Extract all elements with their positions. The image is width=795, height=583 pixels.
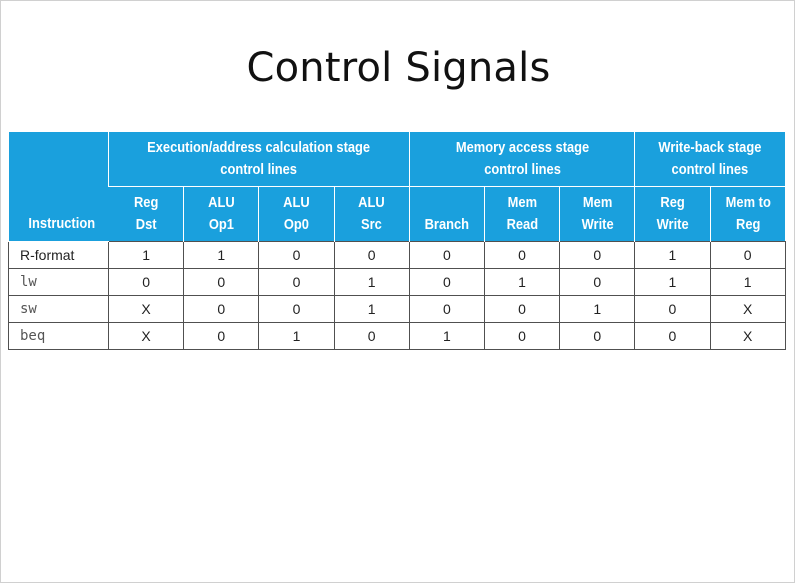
value-cell: 1 [258, 322, 335, 350]
column-header-memtoreg: Mem to Reg [709, 186, 786, 242]
value-cell: 1 [634, 241, 711, 269]
value-cell: X [709, 295, 786, 323]
column-header-regwrite: Reg Write [634, 186, 711, 242]
value-cell: X [107, 322, 185, 350]
value-cell: 0 [709, 241, 786, 269]
column-header-aluop0: ALU Op0 [258, 186, 335, 242]
value-cell: 0 [559, 241, 636, 269]
value-cell: 0 [483, 241, 561, 269]
value-cell: 0 [258, 268, 335, 296]
value-cell: 1 [408, 322, 485, 350]
group-header-memory: Memory access stage control lines [408, 132, 635, 187]
value-cell: 0 [634, 295, 711, 323]
column-header-branch: Branch [408, 186, 485, 242]
value-cell: 0 [408, 268, 485, 296]
instruction-cell: R-format [8, 241, 109, 269]
instruction-cell: lw [8, 268, 109, 296]
value-cell: X [709, 322, 786, 350]
group-header-execution: Execution/address calculation stage contr… [108, 132, 410, 187]
value-cell: 0 [408, 241, 485, 269]
value-cell: 0 [483, 295, 561, 323]
value-cell: 0 [258, 295, 335, 323]
value-cell: 0 [408, 295, 485, 323]
table-row: sw X 0 0 1 0 0 1 0 X [8, 295, 786, 323]
instruction-cell: beq [8, 322, 109, 350]
column-header-memread: Mem Read [483, 186, 560, 242]
slide-title: Control Signals [246, 45, 551, 91]
value-cell: 0 [183, 268, 260, 296]
column-header-alusrc: ALU Src [333, 186, 410, 242]
value-cell: 1 [483, 268, 561, 296]
table-row: lw 0 0 0 1 0 1 0 1 1 [8, 268, 786, 296]
value-cell: 1 [333, 295, 410, 323]
value-cell: 0 [333, 322, 410, 350]
value-cell: 1 [107, 241, 185, 269]
instruction-header: Instruction [8, 132, 109, 242]
group-header-writeback: Write-back stage control lines [634, 132, 786, 187]
table-row: R-format 1 1 0 0 0 0 0 1 0 [8, 241, 786, 269]
value-cell: 1 [709, 268, 786, 296]
value-cell: 0 [483, 322, 561, 350]
column-header-regdst: Reg Dst [108, 186, 184, 242]
instruction-cell: sw [8, 295, 109, 323]
column-header-aluop1: ALU Op1 [183, 186, 259, 242]
value-cell: 0 [559, 268, 636, 296]
table-row: beq X 0 1 0 1 0 0 0 X [8, 322, 786, 350]
value-cell: 0 [258, 241, 335, 269]
control-signals-table: Instruction Execution/address calculatio… [8, 132, 786, 350]
value-cell: X [107, 295, 185, 323]
value-cell: 1 [634, 268, 711, 296]
value-cell: 0 [183, 295, 260, 323]
value-cell: 1 [559, 295, 636, 323]
value-cell: 0 [559, 322, 636, 350]
value-cell: 0 [107, 268, 185, 296]
value-cell: 0 [634, 322, 711, 350]
value-cell: 1 [333, 268, 410, 296]
value-cell: 0 [183, 322, 260, 350]
value-cell: 1 [183, 241, 260, 269]
column-header-memwrite: Mem Write [559, 186, 635, 242]
value-cell: 0 [333, 241, 410, 269]
